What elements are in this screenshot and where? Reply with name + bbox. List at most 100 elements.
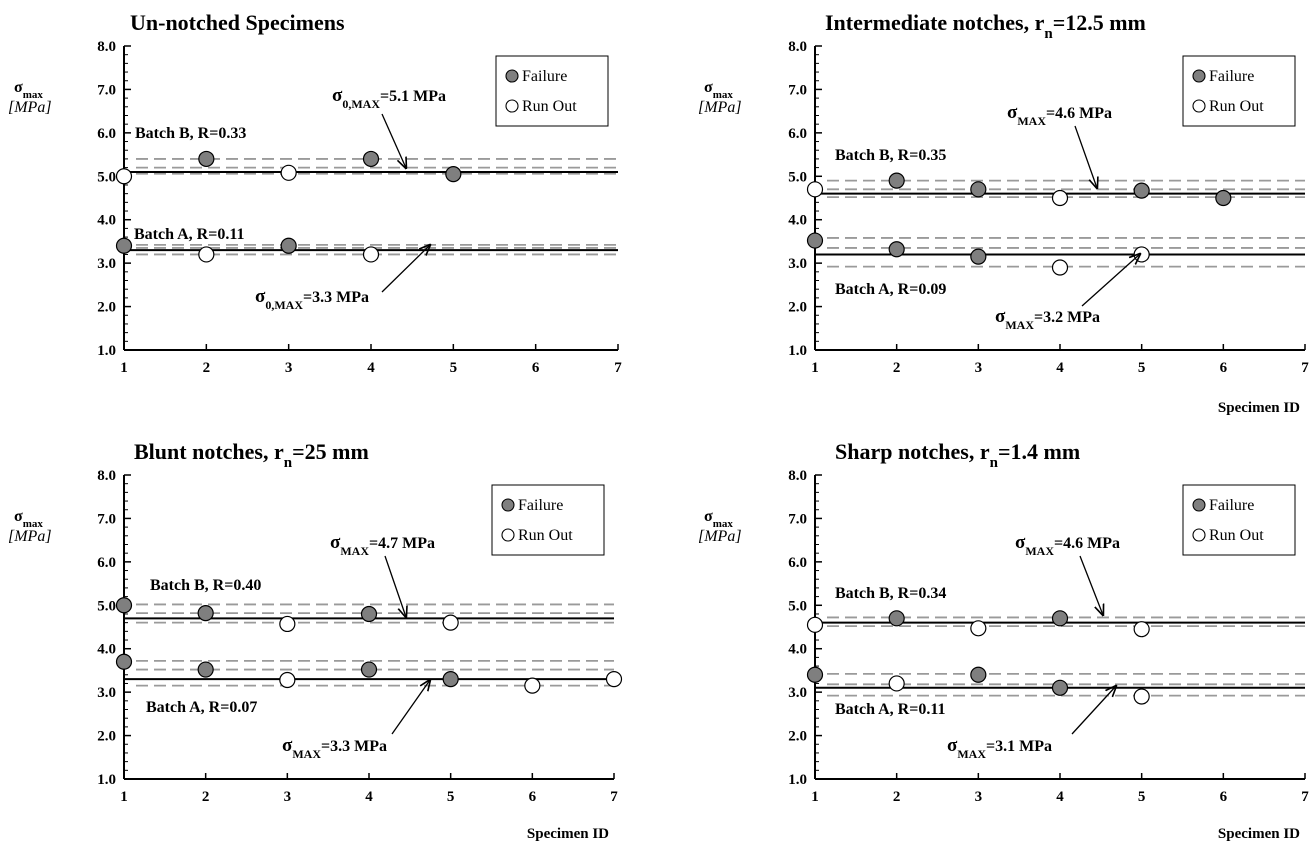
mean-annotation: σMAX=3.2 MPa <box>995 306 1100 332</box>
y-tick-label: 1.0 <box>788 772 807 788</box>
runout-point <box>198 246 215 263</box>
chart-title-subscript: n <box>990 455 999 471</box>
runout-point <box>1051 259 1069 276</box>
y-axis-label-subscript: max <box>713 518 734 530</box>
x-tick-label: 4 <box>367 360 375 376</box>
chart-title: Sharp notches, rn=1.4 mm <box>835 439 1080 471</box>
x-tick-label: 1 <box>811 789 819 805</box>
y-tick-label: 8.0 <box>97 468 116 484</box>
batch-label: Batch B, R=0.33 <box>135 125 246 142</box>
y-tick-label: 5.0 <box>97 169 116 185</box>
y-tick-label: 4.0 <box>788 642 807 658</box>
y-tick-label: 4.0 <box>788 213 807 229</box>
annotation-subscript: 0,MAX <box>342 97 380 111</box>
failure-point <box>197 661 214 678</box>
chart-title-subscript: n <box>1044 26 1053 42</box>
failure-point <box>1215 189 1232 207</box>
x-tick-label: 4 <box>1056 789 1064 805</box>
x-tick-label: 1 <box>120 789 128 805</box>
x-tick-label: 2 <box>893 360 901 376</box>
x-tick-label: 5 <box>450 360 458 376</box>
y-tick-label: 2.0 <box>97 300 116 316</box>
annotation-symbol: σ <box>282 735 293 756</box>
y-axis-unit: [MPa] <box>698 528 742 545</box>
y-tick-label: 1.0 <box>788 343 807 359</box>
failure-point <box>806 232 824 249</box>
x-axis-label: Specimen ID <box>527 826 609 842</box>
failure-point <box>888 172 905 189</box>
annotation-subscript: MAX <box>292 747 321 761</box>
x-tick-label: 7 <box>1301 360 1309 376</box>
runout-point <box>115 168 133 185</box>
runout-point <box>280 164 297 181</box>
y-axis-label-subscript: max <box>713 89 734 101</box>
y-axis-label: σmax <box>14 79 43 101</box>
annotation-symbol: σ <box>332 85 343 106</box>
legend-failure-marker <box>501 498 515 512</box>
y-tick-label: 7.0 <box>788 511 807 527</box>
mean-annotation: σMAX=4.6 MPa <box>1007 102 1112 128</box>
legend-runout-label: Run Out <box>1209 527 1264 544</box>
x-axis-label: Specimen ID <box>1218 400 1300 416</box>
batch-label: Batch A, R=0.09 <box>835 281 946 298</box>
x-tick-label: 4 <box>1056 360 1064 376</box>
y-axis-label-symbol: σ <box>14 508 23 525</box>
legend-box <box>1182 484 1296 556</box>
chart-title-subscript: n <box>284 455 293 471</box>
annotation-value: =4.6 MPa <box>1046 105 1112 122</box>
y-tick-label: 7.0 <box>97 511 116 527</box>
annotation-subscript: 0,MAX <box>265 298 303 312</box>
y-tick-label: 5.0 <box>788 598 807 614</box>
x-tick-label: 3 <box>284 789 292 805</box>
runout-point <box>605 671 623 688</box>
y-tick-label: 7.0 <box>788 82 807 98</box>
annotation-arrow <box>384 555 406 617</box>
y-tick-label: 6.0 <box>788 126 807 142</box>
annotation-value: =5.1 MPa <box>380 88 446 105</box>
chart-title-rest: =1.4 mm <box>998 439 1080 464</box>
annotation-subscript: MAX <box>1005 318 1034 332</box>
batch-label: Batch B, R=0.35 <box>835 147 946 164</box>
chart-title: Intermediate notches, rn=12.5 mm <box>825 10 1146 42</box>
failure-point <box>1133 182 1150 199</box>
y-axis-label: σmax <box>704 79 733 101</box>
chart-panel-4: Sharp notches, rn=1.4 mmσmax[MPa]1.02.03… <box>698 439 1309 842</box>
y-tick-label: 4.0 <box>97 213 116 229</box>
annotation-symbol: σ <box>255 286 266 307</box>
y-axis-label-subscript: max <box>23 89 44 101</box>
failure-point <box>970 181 987 198</box>
legend-failure-label: Failure <box>1209 497 1254 514</box>
annotation-value: =3.3 MPa <box>321 738 387 755</box>
y-tick-label: 5.0 <box>97 598 116 614</box>
x-tick-label: 5 <box>1138 789 1146 805</box>
annotation-value: =4.6 MPa <box>1054 535 1120 552</box>
runout-point <box>524 677 541 694</box>
y-axis-label-symbol: σ <box>14 79 23 96</box>
chart-panel-1: Un-notched Specimensσmax[MPa]1.02.03.04.… <box>8 10 622 376</box>
y-tick-label: 2.0 <box>788 729 807 745</box>
annotation-subscript: MAX <box>1017 114 1046 128</box>
runout-point <box>1133 246 1150 263</box>
y-tick-label: 5.0 <box>788 169 807 185</box>
runout-point <box>970 620 987 637</box>
failure-point <box>1051 610 1069 627</box>
runout-point <box>806 181 824 198</box>
failure-point <box>970 248 987 265</box>
annotation-arrow <box>381 113 406 168</box>
runout-point <box>279 671 296 689</box>
annotation-value: =3.3 MPa <box>303 289 369 306</box>
chart-title-rest: =25 mm <box>292 439 369 464</box>
y-tick-label: 3.0 <box>97 256 116 272</box>
annotation-arrow <box>1071 686 1116 735</box>
chart-title-main: Blunt notches, r <box>134 439 284 464</box>
chart-panel-3: Blunt notches, rn=25 mmσmax[MPa]1.02.03.… <box>8 439 623 842</box>
legend-runout-label: Run Out <box>1209 98 1264 115</box>
chart-title-rest: =12.5 mm <box>1053 10 1146 35</box>
annotation-value: =3.1 MPa <box>986 738 1052 755</box>
batch-label: Batch A, R=0.07 <box>146 699 257 716</box>
chart-panel-2: Intermediate notches, rn=12.5 mmσmax[MPa… <box>698 10 1309 416</box>
failure-point <box>806 666 824 683</box>
y-tick-label: 1.0 <box>97 772 116 788</box>
y-tick-label: 2.0 <box>97 729 116 745</box>
annotation-value: =4.7 MPa <box>369 535 435 552</box>
